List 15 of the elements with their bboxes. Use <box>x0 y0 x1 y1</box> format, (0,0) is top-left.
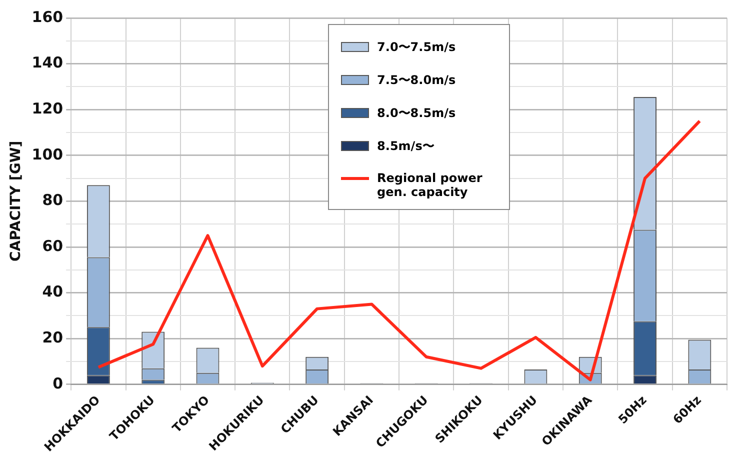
y-tick-label: 160 <box>32 8 64 26</box>
y-tick-label: 0 <box>52 374 64 392</box>
y-tick-label: 60 <box>42 236 64 255</box>
y-tick-label: 120 <box>32 99 64 118</box>
legend-label: Regional power gen. capacity <box>377 171 484 199</box>
legend-label: 7.0〜7.5m/s <box>377 39 457 56</box>
legend-label: 8.0〜8.5m/s <box>377 105 457 122</box>
y-tick-label: 80 <box>42 191 64 210</box>
y-tick-label: 100 <box>32 145 64 164</box>
y-tick-label: 20 <box>42 328 64 346</box>
y-axis-title: CAPACITY [GW] <box>8 140 24 262</box>
y-tick-label: 40 <box>42 282 64 301</box>
legend-label: 7.5〜8.0m/s <box>377 72 457 89</box>
y-tick-label: 140 <box>32 54 64 72</box>
legend-label: 8.5m/s〜 <box>377 138 436 155</box>
